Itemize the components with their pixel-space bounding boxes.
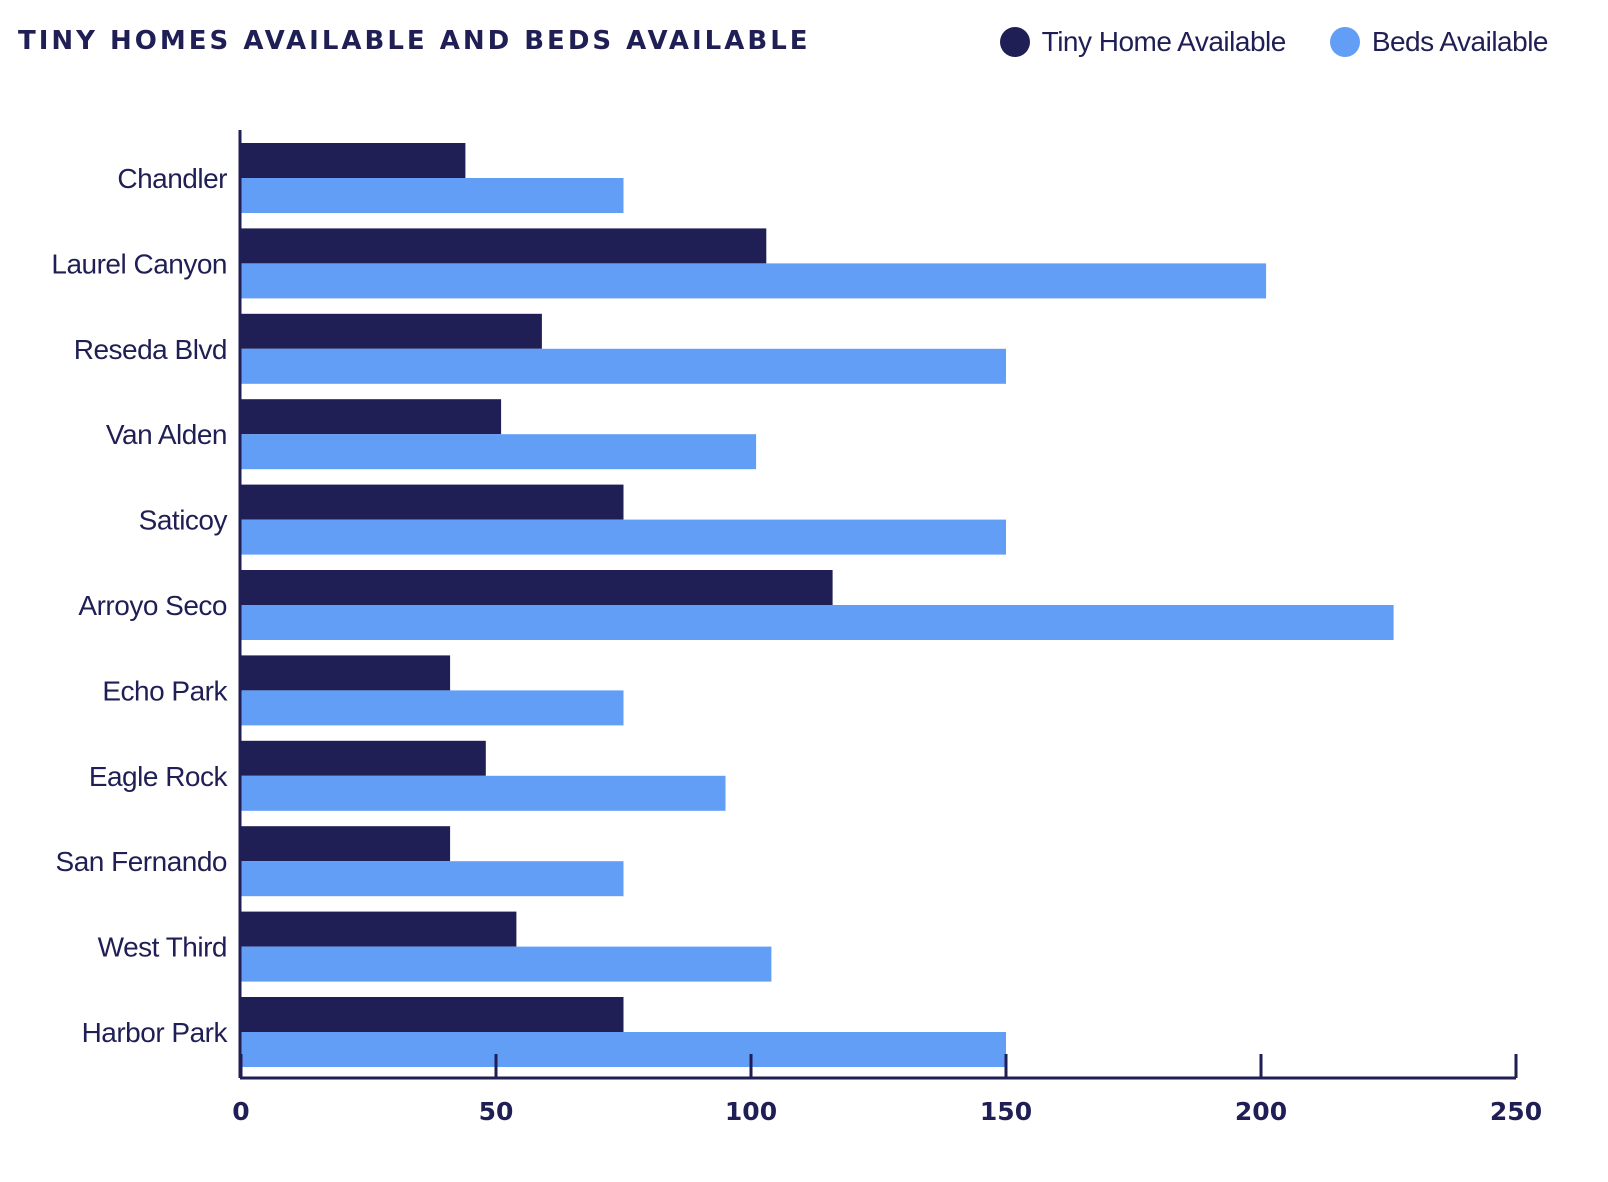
bar-tiny-home-9 — [241, 911, 517, 947]
category-label: Eagle Rock — [89, 761, 229, 792]
x-tick-label: 250 — [1490, 1097, 1542, 1126]
category-label: Harbor Park — [82, 1017, 229, 1048]
legend-swatch-tiny-home — [999, 27, 1030, 57]
bar-beds-10 — [241, 1032, 1006, 1067]
bar-beds-8 — [241, 861, 624, 897]
bar-tiny-home-10 — [241, 997, 624, 1032]
category-label: Chandler — [117, 163, 227, 194]
bar-tiny-home-0 — [241, 143, 466, 178]
x-tick-label: 150 — [980, 1097, 1032, 1126]
x-tick-label: 0 — [232, 1097, 249, 1126]
x-tick-label: 100 — [725, 1097, 777, 1126]
legend-label-tiny-home: Tiny Home Available — [1041, 26, 1287, 57]
legend-label-beds: Beds Available — [1371, 26, 1549, 57]
bar-beds-5 — [241, 605, 1394, 640]
bar-tiny-home-3 — [241, 399, 502, 435]
x-tick-label: 200 — [1235, 1097, 1287, 1126]
category-label: West Third — [98, 932, 227, 963]
bar-beds-1 — [241, 263, 1267, 299]
category-label: San Fernando — [56, 846, 227, 877]
category-label: Echo Park — [102, 675, 228, 706]
bar-beds-0 — [241, 178, 624, 213]
legend-item-tiny-home: Tiny Home Available — [999, 26, 1287, 58]
bar-beds-9 — [241, 946, 772, 982]
bar-beds-3 — [241, 434, 757, 470]
legend-swatch-beds — [1329, 27, 1360, 57]
bar-tiny-home-1 — [241, 228, 767, 264]
category-label: Arroyo Seco — [78, 590, 227, 621]
legend: Tiny Home Available Beds Available — [956, 26, 1549, 58]
category-label: Laurel Canyon — [51, 248, 227, 279]
category-label: Reseda Blvd — [74, 334, 227, 365]
x-tick-label: 50 — [479, 1097, 514, 1126]
bar-tiny-home-2 — [241, 313, 542, 349]
bar-tiny-home-7 — [241, 740, 486, 776]
bar-beds-6 — [241, 690, 624, 726]
bar-beds-4 — [241, 519, 1006, 555]
bar-tiny-home-4 — [241, 484, 624, 520]
legend-item-beds: Beds Available — [1329, 26, 1549, 58]
category-label: Van Alden — [106, 419, 227, 450]
category-label: Saticoy — [139, 505, 228, 536]
bar-tiny-home-5 — [241, 570, 833, 605]
bar-beds-7 — [241, 775, 726, 811]
bar-beds-2 — [241, 348, 1006, 384]
chart-title: TINY HOMES AVAILABLE AND BEDS AVAILABLE — [18, 26, 811, 56]
bar-tiny-home-6 — [241, 655, 451, 691]
bar-tiny-home-8 — [241, 826, 451, 862]
